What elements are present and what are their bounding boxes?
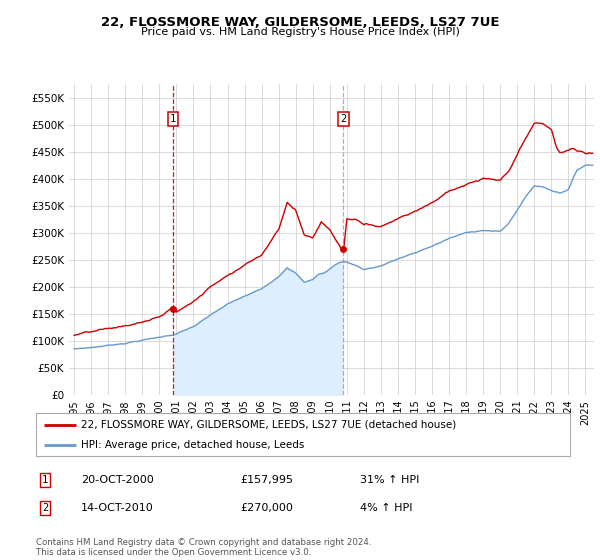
Text: HPI: Average price, detached house, Leeds: HPI: Average price, detached house, Leed…: [82, 440, 305, 450]
Text: 2: 2: [340, 114, 347, 124]
Text: Contains HM Land Registry data © Crown copyright and database right 2024.
This d: Contains HM Land Registry data © Crown c…: [36, 538, 371, 557]
Text: Price paid vs. HM Land Registry's House Price Index (HPI): Price paid vs. HM Land Registry's House …: [140, 27, 460, 37]
Text: 14-OCT-2010: 14-OCT-2010: [81, 503, 154, 513]
Text: 31% ↑ HPI: 31% ↑ HPI: [360, 475, 419, 485]
Text: 20-OCT-2000: 20-OCT-2000: [81, 475, 154, 485]
Text: 2: 2: [42, 503, 48, 513]
Text: 22, FLOSSMORE WAY, GILDERSOME, LEEDS, LS27 7UE (detached house): 22, FLOSSMORE WAY, GILDERSOME, LEEDS, LS…: [82, 419, 457, 430]
Text: 4% ↑ HPI: 4% ↑ HPI: [360, 503, 413, 513]
Text: £157,995: £157,995: [240, 475, 293, 485]
Text: 1: 1: [170, 114, 176, 124]
Text: £270,000: £270,000: [240, 503, 293, 513]
Text: 1: 1: [42, 475, 48, 485]
Text: 22, FLOSSMORE WAY, GILDERSOME, LEEDS, LS27 7UE: 22, FLOSSMORE WAY, GILDERSOME, LEEDS, LS…: [101, 16, 499, 29]
